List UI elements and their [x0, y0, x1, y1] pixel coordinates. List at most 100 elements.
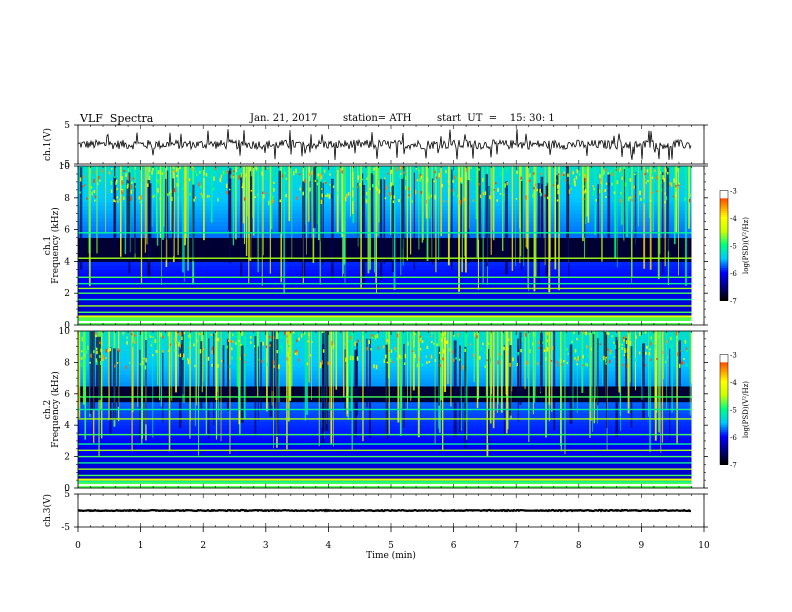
sferic-streak [460, 331, 462, 431]
sferic-streak [108, 331, 110, 421]
sferic-streak [440, 331, 442, 401]
spec-speckle [629, 340, 632, 346]
spec-speckle [482, 192, 485, 195]
spec-speckle [95, 332, 97, 336]
spec-speckle [399, 174, 401, 179]
spec-speckle [309, 354, 312, 357]
spec-speckle [540, 192, 542, 197]
spec-speckle [321, 188, 323, 190]
spec-speckle [623, 354, 626, 356]
spec-speckle [634, 173, 636, 176]
spec-speckle [420, 337, 422, 341]
spec-speckle [388, 349, 391, 352]
spec-speckle [102, 354, 104, 360]
sferic-streak [435, 166, 437, 273]
spec-speckle [644, 331, 647, 334]
dark-streak [634, 172, 637, 253]
sferic-streak [160, 331, 162, 407]
spec-speckle [620, 192, 622, 195]
sferic-streak [140, 166, 143, 284]
spec-speckle [80, 363, 83, 367]
colorbar-cell [720, 400, 728, 403]
spec-speckle [176, 331, 179, 334]
spec-speckle [81, 336, 84, 342]
colorbar-cell [720, 236, 728, 239]
colorbar-cell [720, 407, 728, 410]
sferic-streak [183, 331, 185, 403]
emission-line [78, 257, 692, 259]
colorbar-cell [720, 393, 728, 396]
spec-row [78, 313, 692, 318]
colorbar-cell [720, 274, 728, 278]
spec-speckle [169, 343, 172, 346]
spec-speckle [435, 176, 438, 179]
spec-speckle [243, 353, 245, 356]
spec-speckle [235, 172, 238, 175]
spec-speckle [86, 197, 88, 200]
spec-speckle [375, 364, 378, 370]
spec-speckle [403, 171, 405, 175]
sferic-streak [367, 166, 370, 274]
dark-streak [537, 183, 540, 287]
sferic-streak [657, 166, 660, 236]
spec-speckle [542, 341, 544, 344]
spec-speckle [621, 347, 624, 351]
dark-streak [458, 345, 461, 432]
colorbar-cell [720, 455, 728, 458]
spec-speckle [93, 350, 95, 354]
spec-row [78, 397, 692, 403]
emission-line [78, 433, 692, 436]
spec-speckle [90, 186, 93, 189]
colorbar-cell [720, 234, 728, 237]
dark-streak [464, 346, 467, 449]
sferic-streak [560, 331, 563, 452]
spec-speckle [232, 333, 234, 337]
spec-speckle [121, 180, 123, 185]
spec-speckle [148, 332, 151, 337]
spec-speckle [217, 197, 219, 202]
spec-speckle [289, 353, 291, 356]
colorbar-cell [720, 361, 728, 365]
sferic-streak [519, 166, 521, 264]
spec-speckle [534, 360, 536, 363]
spec-speckle [420, 175, 422, 180]
spec-speckle [200, 192, 203, 196]
spec-speckle [271, 198, 274, 204]
spec-speckle [408, 194, 410, 197]
spec-speckle [413, 347, 416, 352]
spec-speckle [537, 340, 540, 345]
sferic-streak [412, 331, 415, 391]
spec-speckle [147, 183, 149, 187]
spec-speckle [320, 173, 322, 177]
spec-speckle [100, 360, 102, 366]
spec-speckle [383, 359, 386, 364]
spec-speckle [586, 363, 589, 367]
spec-speckle [633, 185, 635, 189]
x-tick-label: 7 [513, 541, 519, 551]
spec-speckle [269, 344, 271, 347]
dark-streak [553, 331, 556, 431]
colorbar-cell [720, 374, 728, 377]
sferic-streak [407, 331, 408, 410]
spec-speckle [140, 195, 142, 200]
spec-speckle [679, 349, 682, 352]
colorbar-cell [720, 260, 728, 263]
spec-speckle [296, 351, 298, 356]
spec-speckle [536, 188, 538, 192]
spec-speckle [378, 189, 381, 194]
spec-row [78, 476, 692, 481]
sferic-streak [627, 331, 630, 414]
spec-speckle [521, 337, 523, 342]
spec-speckle [177, 183, 180, 187]
spec-speckle [273, 364, 275, 369]
colorbar-cell [720, 424, 728, 427]
spec-speckle [584, 178, 587, 182]
spec-speckle [489, 357, 491, 362]
spec-speckle [399, 173, 402, 175]
spec-speckle [357, 339, 359, 343]
dark-streak [357, 182, 359, 261]
spec-speckle [332, 344, 335, 349]
colorbar-tick-label: -3 [730, 188, 737, 196]
sferic-streak [168, 331, 171, 452]
spec-speckle [350, 336, 352, 340]
